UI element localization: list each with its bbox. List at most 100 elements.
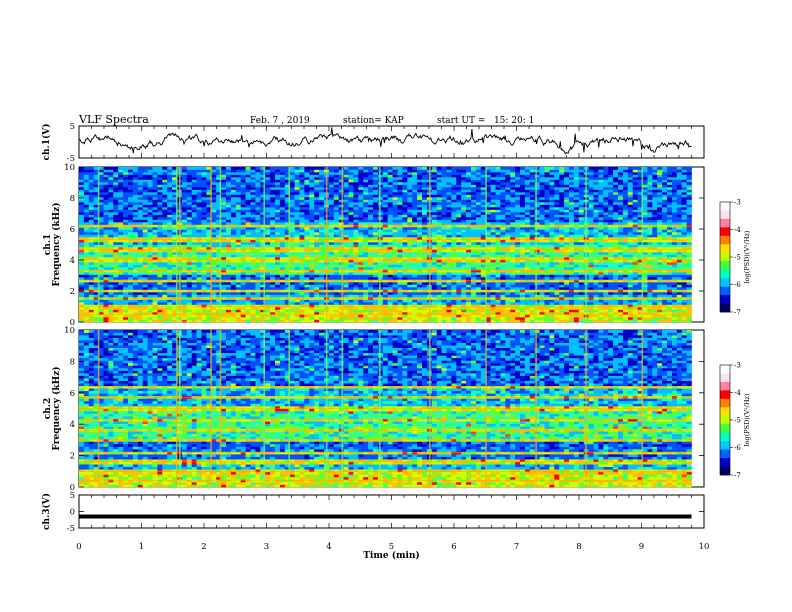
spectrogram-cell [446, 317, 452, 320]
spectrogram-cell [524, 257, 531, 260]
spectrogram-cell [686, 239, 692, 243]
spectrogram-cell [637, 232, 643, 235]
spectrogram-cell [226, 272, 232, 275]
spectrogram-cell [622, 252, 629, 255]
spectrogram-cell [676, 309, 682, 313]
spectrogram-cell [245, 294, 251, 298]
spectrogram-cell [319, 232, 325, 235]
spectrogram-cell [515, 282, 521, 285]
spectrogram-cell [118, 244, 124, 248]
spectrogram-cell [603, 319, 609, 323]
spectrogram-cell [382, 254, 388, 258]
spectrogram-cell [147, 317, 153, 320]
spectrogram-cell [255, 249, 261, 253]
spectrogram-cell [451, 254, 457, 258]
spectrogram-cell [667, 242, 673, 245]
spectrogram-cell [255, 297, 261, 300]
spectrogram-cell [157, 234, 163, 238]
spectrogram-cell [652, 262, 658, 265]
spectrogram-cell [657, 252, 663, 255]
spectrogram-cell [260, 277, 266, 280]
spectrogram-cell [392, 292, 398, 295]
spectrogram-cell [363, 239, 369, 243]
spectrogram-cell [662, 299, 668, 303]
spectrogram-cell [265, 304, 271, 308]
spectrogram-cell [564, 287, 570, 290]
spectrogram-cell [358, 299, 364, 303]
spectrogram-cell [632, 257, 638, 260]
spectrogram-cell [613, 249, 619, 253]
spectrogram-cell [98, 294, 104, 298]
spectrogram-cell [475, 317, 482, 320]
spectrogram-cell [534, 277, 540, 280]
spectrogram-cell [593, 247, 599, 250]
spectrogram-cell [485, 294, 491, 298]
spectrogram-cell [613, 227, 619, 230]
spectrogram-cell [103, 232, 109, 235]
spectrogram-cell [520, 317, 526, 320]
spectrogram-cell [480, 229, 486, 233]
spectrogram-cell [676, 252, 682, 255]
spectrogram-cell [613, 267, 619, 270]
spectrogram-cell [397, 314, 403, 318]
spectrogram-cell [681, 302, 687, 305]
spectrogram-cell [471, 284, 477, 288]
spectrogram-cell [480, 279, 486, 283]
spectrogram-cell [466, 319, 472, 323]
spectrogram-cell [108, 284, 114, 288]
spectrogram-cell [578, 282, 584, 285]
spectrogram-cell [559, 247, 565, 250]
spectrogram-cell [260, 317, 266, 320]
spectrogram-cell [83, 252, 90, 255]
spectrogram-cell [441, 307, 447, 310]
spectrogram-cell [235, 279, 241, 283]
spectrogram-cell [534, 259, 540, 263]
spectrogram-cell [373, 247, 379, 250]
spectrogram-cell [529, 239, 535, 243]
spectrogram-cell [279, 297, 286, 300]
spectrogram-cell [328, 259, 335, 263]
spectrogram-cell [436, 302, 442, 305]
spectrogram-cell [98, 309, 104, 313]
spectrogram-cell [681, 254, 687, 258]
spectrogram-cell [559, 312, 565, 315]
spectrogram-cell [539, 267, 545, 270]
spectrogram-cell [147, 254, 153, 258]
spectrogram-cell [289, 297, 295, 300]
spectrogram-cell [142, 277, 148, 280]
spectrogram-cell [520, 292, 526, 295]
spectrogram-cell [549, 242, 555, 245]
spectrogram-cell [603, 277, 609, 280]
spectrogram-cell [588, 227, 594, 230]
spectrogram-cell [83, 314, 90, 318]
spectrogram-cell [363, 254, 369, 258]
spectrogram-cell [216, 309, 222, 313]
spectrogram-cell [250, 304, 256, 308]
spectrogram-cell [363, 262, 369, 265]
spectrogram-cell [240, 297, 246, 300]
spectrogram-cell [294, 309, 300, 313]
spectrogram-cell [603, 279, 609, 283]
spectrogram-cell [279, 257, 286, 260]
spectrogram-cell [647, 257, 653, 260]
spectrogram-cell [451, 267, 457, 270]
spectrogram-cell [137, 282, 143, 285]
spectrogram-cell [686, 242, 692, 245]
spectrogram-cell [123, 272, 129, 275]
spectrogram-cell [230, 267, 237, 270]
spectrogram-cell [275, 314, 281, 318]
spectrogram-cell [333, 254, 339, 258]
spectrogram-cell [559, 244, 565, 248]
spectrogram-cell [152, 232, 158, 235]
spectrogram-cell [667, 232, 673, 235]
spectrogram-cell [103, 309, 109, 313]
spectrogram-cell [529, 267, 535, 270]
spectrogram-cell [505, 282, 511, 285]
spectrogram-cell [613, 282, 619, 285]
spectrogram-cell [128, 252, 134, 255]
spectrogram-cell [98, 252, 104, 255]
spectrogram-cell [637, 272, 643, 275]
spectrogram-cell [147, 259, 153, 263]
spectrogram-cell [284, 242, 290, 245]
spectrogram-cell [554, 319, 560, 323]
